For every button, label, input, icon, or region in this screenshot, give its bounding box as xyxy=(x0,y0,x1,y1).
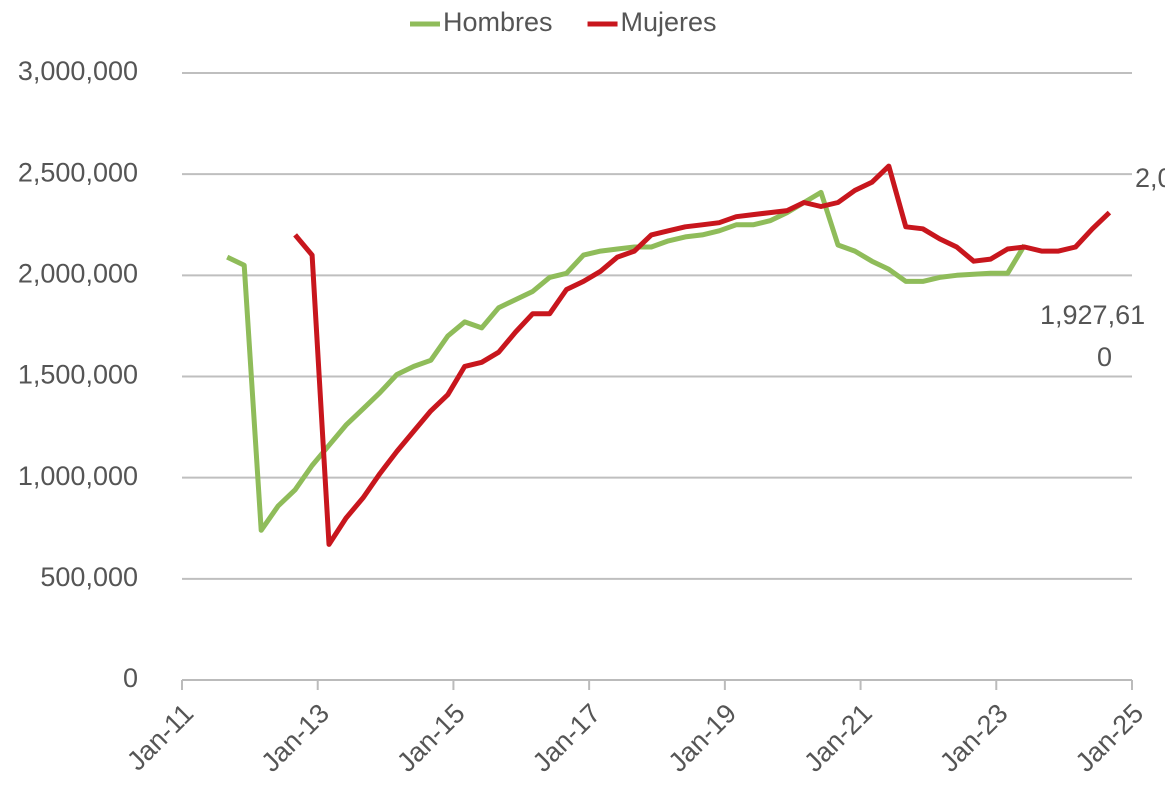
data-label: 0 xyxy=(1097,342,1112,372)
y-tick-label: 3,000,000 xyxy=(18,56,138,86)
x-tick-label: Jan-19 xyxy=(663,698,743,778)
y-tick-label: 500,000 xyxy=(40,562,138,592)
x-tick-label: Jan-25 xyxy=(1070,698,1150,778)
y-tick-label: 1,000,000 xyxy=(18,461,138,491)
series-line xyxy=(293,163,1112,547)
legend-label: Hombres xyxy=(443,7,553,37)
series-line xyxy=(226,189,1027,533)
x-tick-label: Jan-13 xyxy=(255,698,335,778)
data-label: 2,08 xyxy=(1135,163,1165,193)
legend-label: Mujeres xyxy=(621,7,717,37)
data-label: 1,927,61 xyxy=(1040,300,1145,330)
x-tick-label: Jan-17 xyxy=(527,698,607,778)
y-tick-label: 1,500,000 xyxy=(18,360,138,390)
x-tick-label: Jan-15 xyxy=(391,698,471,778)
x-tick-label: Jan-21 xyxy=(798,698,878,778)
y-tick-label: 2,000,000 xyxy=(18,258,138,288)
x-tick-label: Jan-23 xyxy=(934,698,1014,778)
y-tick-label: 0 xyxy=(123,663,138,693)
y-tick-label: 2,500,000 xyxy=(18,157,138,187)
x-tick-label: Jan-11 xyxy=(121,698,199,776)
